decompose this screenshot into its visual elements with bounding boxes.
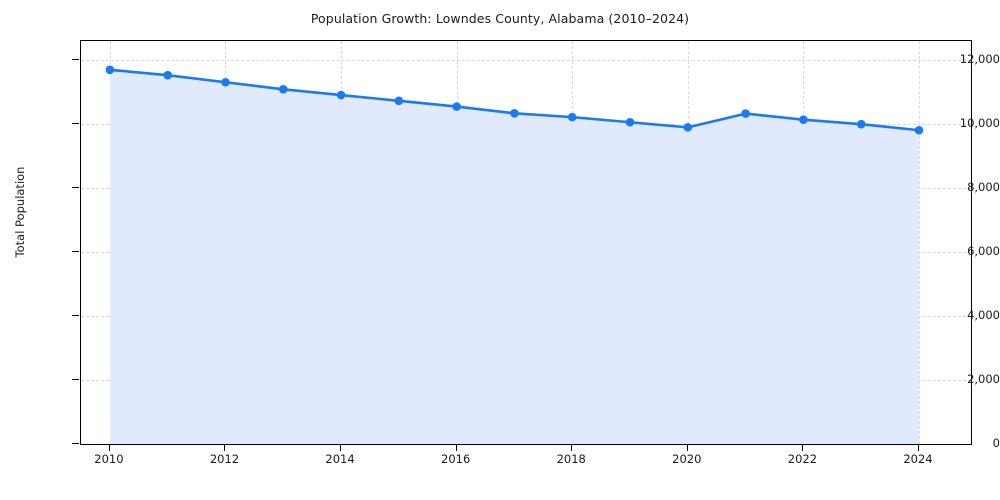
data-point [163,70,172,80]
data-point [625,117,635,127]
data-point [221,77,230,87]
x-tick-label: 2022 [787,452,818,466]
x-tick-label: 2016 [441,452,471,466]
gridline-vertical [918,41,920,444]
data-point [510,108,519,118]
data-point-markers [105,65,924,135]
x-tick-mark [224,444,226,451]
data-point [799,115,808,124]
x-tick-label: 2010 [94,452,124,466]
x-tick-label: 2020 [672,452,702,466]
y-tick-mark [72,123,79,125]
y-tick-mark [72,443,79,444]
data-point [105,65,115,75]
x-tick-label: 2012 [209,452,240,466]
y-axis-label: Total Population [13,166,27,258]
data-point [741,109,750,118]
x-tick-mark [802,444,804,451]
gridline-horizontal [81,60,971,62]
gridline-horizontal [81,444,971,445]
x-tick-label: 2024 [903,452,933,466]
data-point [452,102,461,111]
x-tick-mark [571,444,573,451]
y-tick-mark [72,59,79,61]
y-tick-mark [72,379,79,381]
data-point [856,119,866,129]
data-point [683,123,693,132]
data-point [336,90,346,100]
data-point [567,112,577,122]
x-tick-mark [455,444,457,451]
data-point [278,85,288,94]
chart-title: Population Growth: Lowndes County, Alaba… [310,11,690,26]
plot-area [80,40,972,445]
x-tick-label: 2014 [325,452,355,466]
x-tick-label: 2018 [556,452,586,466]
series-layer [105,65,924,444]
x-tick-mark [917,444,919,451]
y-tick-mark [72,315,79,317]
data-point [914,125,924,135]
area-fill [109,69,919,444]
y-tick-mark [72,251,79,253]
y-tick-mark [72,187,79,189]
x-tick-mark [340,444,342,451]
x-tick-mark [686,444,688,451]
data-point [394,96,404,106]
x-tick-mark [108,444,110,451]
